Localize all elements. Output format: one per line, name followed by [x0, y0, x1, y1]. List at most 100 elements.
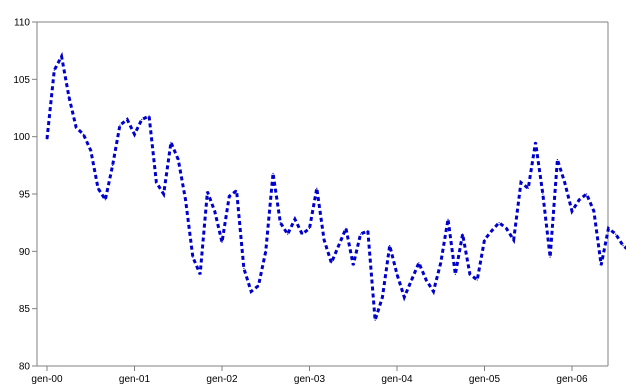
data-point — [367, 230, 369, 232]
data-point — [483, 239, 486, 241]
data-point — [90, 149, 92, 152]
data-point — [97, 187, 99, 189]
data-point — [199, 273, 201, 275]
data-point — [352, 264, 354, 266]
y-tick-label: 90 — [19, 247, 31, 258]
series-line — [45, 51, 626, 321]
data-point — [177, 159, 179, 161]
data-point — [279, 222, 281, 224]
data-point — [228, 195, 230, 197]
data-point — [119, 124, 121, 126]
data-point — [338, 245, 340, 247]
data-point — [491, 230, 493, 232]
data-point — [534, 141, 537, 143]
data-point — [250, 290, 252, 293]
data-point — [148, 115, 150, 117]
x-axis: gen-00 gen-01 gen-02 gen-03 gen-04 gen-05 gen-… — [31, 366, 588, 385]
x-tick-label: gen-03 — [294, 374, 326, 385]
y-axis: 80 85 90 95 100 105 110 — [13, 18, 37, 373]
data-point — [206, 191, 209, 193]
data-point — [308, 227, 311, 229]
data-point — [622, 245, 624, 247]
y-tick-label: 110 — [14, 18, 30, 29]
data-point — [615, 233, 617, 235]
data-point — [192, 256, 194, 258]
series-layer — [45, 51, 626, 321]
data-point — [585, 193, 588, 195]
data-point — [447, 218, 449, 220]
data-point — [301, 233, 303, 235]
y-tick-label: 100 — [13, 132, 30, 143]
data-point — [469, 273, 471, 275]
data-point — [556, 159, 559, 161]
x-tick-label: gen-02 — [206, 374, 238, 385]
data-point — [104, 199, 106, 201]
y-tick-label: 95 — [19, 190, 31, 201]
data-point — [345, 227, 347, 229]
data-point — [432, 290, 435, 293]
data-point — [462, 233, 464, 235]
data-point — [133, 133, 136, 135]
data-point — [126, 118, 128, 121]
data-point — [184, 199, 187, 201]
x-tick-label: gen-01 — [119, 374, 151, 385]
data-point — [265, 250, 267, 252]
data-point — [410, 279, 413, 281]
data-point — [520, 181, 522, 184]
data-point — [221, 241, 223, 243]
data-point — [112, 164, 114, 166]
data-point — [454, 273, 456, 275]
data-point — [82, 133, 85, 135]
x-tick-label: gen-05 — [469, 374, 501, 385]
plot-frame — [36, 21, 609, 367]
data-point — [513, 239, 515, 241]
data-point — [571, 210, 573, 212]
data-point — [163, 193, 165, 195]
data-point — [243, 267, 245, 270]
data-point — [607, 227, 610, 229]
data-point — [60, 55, 63, 58]
data-point — [316, 187, 318, 189]
data-point — [440, 262, 442, 264]
data-point — [600, 264, 602, 266]
data-point — [389, 245, 391, 247]
data-point — [564, 181, 566, 184]
data-point — [418, 262, 420, 264]
data-point — [68, 95, 70, 98]
data-point — [527, 187, 529, 189]
data-point — [323, 239, 325, 241]
data-point — [403, 296, 405, 298]
data-point — [257, 285, 260, 287]
data-point — [359, 233, 362, 235]
y-tick-label: 105 — [13, 75, 30, 86]
data-point — [593, 210, 595, 212]
y-tick-label: 85 — [19, 304, 31, 315]
y-tick-label: 80 — [19, 362, 31, 373]
data-point — [381, 296, 384, 298]
data-point — [578, 199, 580, 201]
x-tick-label: gen-00 — [31, 374, 63, 385]
data-point — [287, 233, 289, 235]
data-point — [235, 189, 238, 192]
data-point — [294, 218, 296, 220]
data-point — [374, 319, 376, 321]
data-point — [46, 138, 48, 140]
data-point — [155, 181, 157, 184]
data-point — [141, 118, 143, 121]
data-point — [170, 141, 172, 143]
data-point — [214, 210, 216, 212]
data-point — [542, 193, 544, 195]
data-point — [498, 222, 500, 224]
data-point — [476, 279, 478, 281]
x-tick-label: gen-06 — [556, 374, 588, 385]
data-point — [425, 279, 427, 281]
x-tick-label: gen-04 — [381, 374, 413, 385]
data-point — [53, 69, 55, 71]
data-point — [272, 172, 274, 174]
data-point — [549, 256, 551, 258]
data-point — [75, 126, 77, 129]
data-point — [396, 273, 398, 275]
data-point — [505, 227, 507, 229]
data-point — [330, 262, 332, 264]
